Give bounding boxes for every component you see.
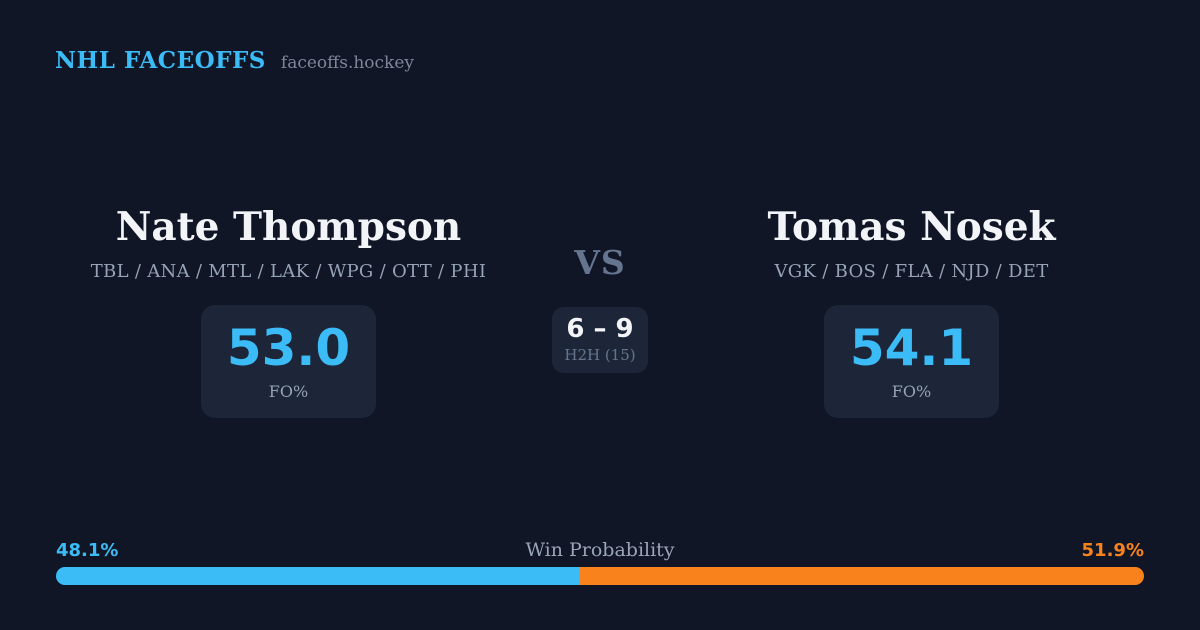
win-probability-bar (56, 567, 1144, 585)
player-right-faceoff-value: 54.1 (849, 318, 974, 377)
head-to-head-score: 6 – 9 (566, 314, 634, 344)
player-right-panel: Tomas Nosek VGK / BOS / FLA / NJD / DET … (663, 203, 1160, 418)
brand-logo: NHL FACEOFFS (55, 47, 266, 74)
win-probability-labels: 48.1% Win Probability 51.9% (56, 539, 1144, 562)
player-right-faceoff-card: 54.1 FO% (824, 305, 999, 418)
head-to-head-label: H2H (15) (564, 346, 636, 364)
site-url: faceoffs.hockey (280, 53, 415, 73)
player-left-faceoff-card: 53.0 FO% (201, 305, 376, 418)
player-right-name: Tomas Nosek (767, 204, 1056, 250)
head-to-head-card: 6 – 9 H2H (15) (552, 307, 648, 373)
player-left-teams: TBL / ANA / MTL / LAK / WPG / OTT / PHI (90, 261, 487, 282)
player-left-faceoff-value: 53.0 (226, 318, 351, 377)
win-probability-right-value: 51.9% (1081, 540, 1144, 561)
player-right-teams: VGK / BOS / FLA / NJD / DET (774, 261, 1049, 282)
player-right-faceoff-label: FO% (891, 381, 932, 401)
player-left-faceoff-label: FO% (268, 381, 309, 401)
header: NHL FACEOFFS faceoffs.hockey (55, 47, 414, 74)
player-left-name: Nate Thompson (115, 204, 462, 250)
win-probability-bar-left-segment (56, 567, 580, 585)
player-left-panel: Nate Thompson TBL / ANA / MTL / LAK / WP… (40, 203, 537, 418)
vs-label: VS (574, 243, 626, 282)
win-probability-bar-right-segment (579, 567, 1144, 585)
win-probability-left-value: 48.1% (56, 540, 119, 561)
win-probability-title: Win Probability (525, 539, 675, 561)
center-panel: VS 6 – 9 H2H (15) (528, 203, 672, 373)
